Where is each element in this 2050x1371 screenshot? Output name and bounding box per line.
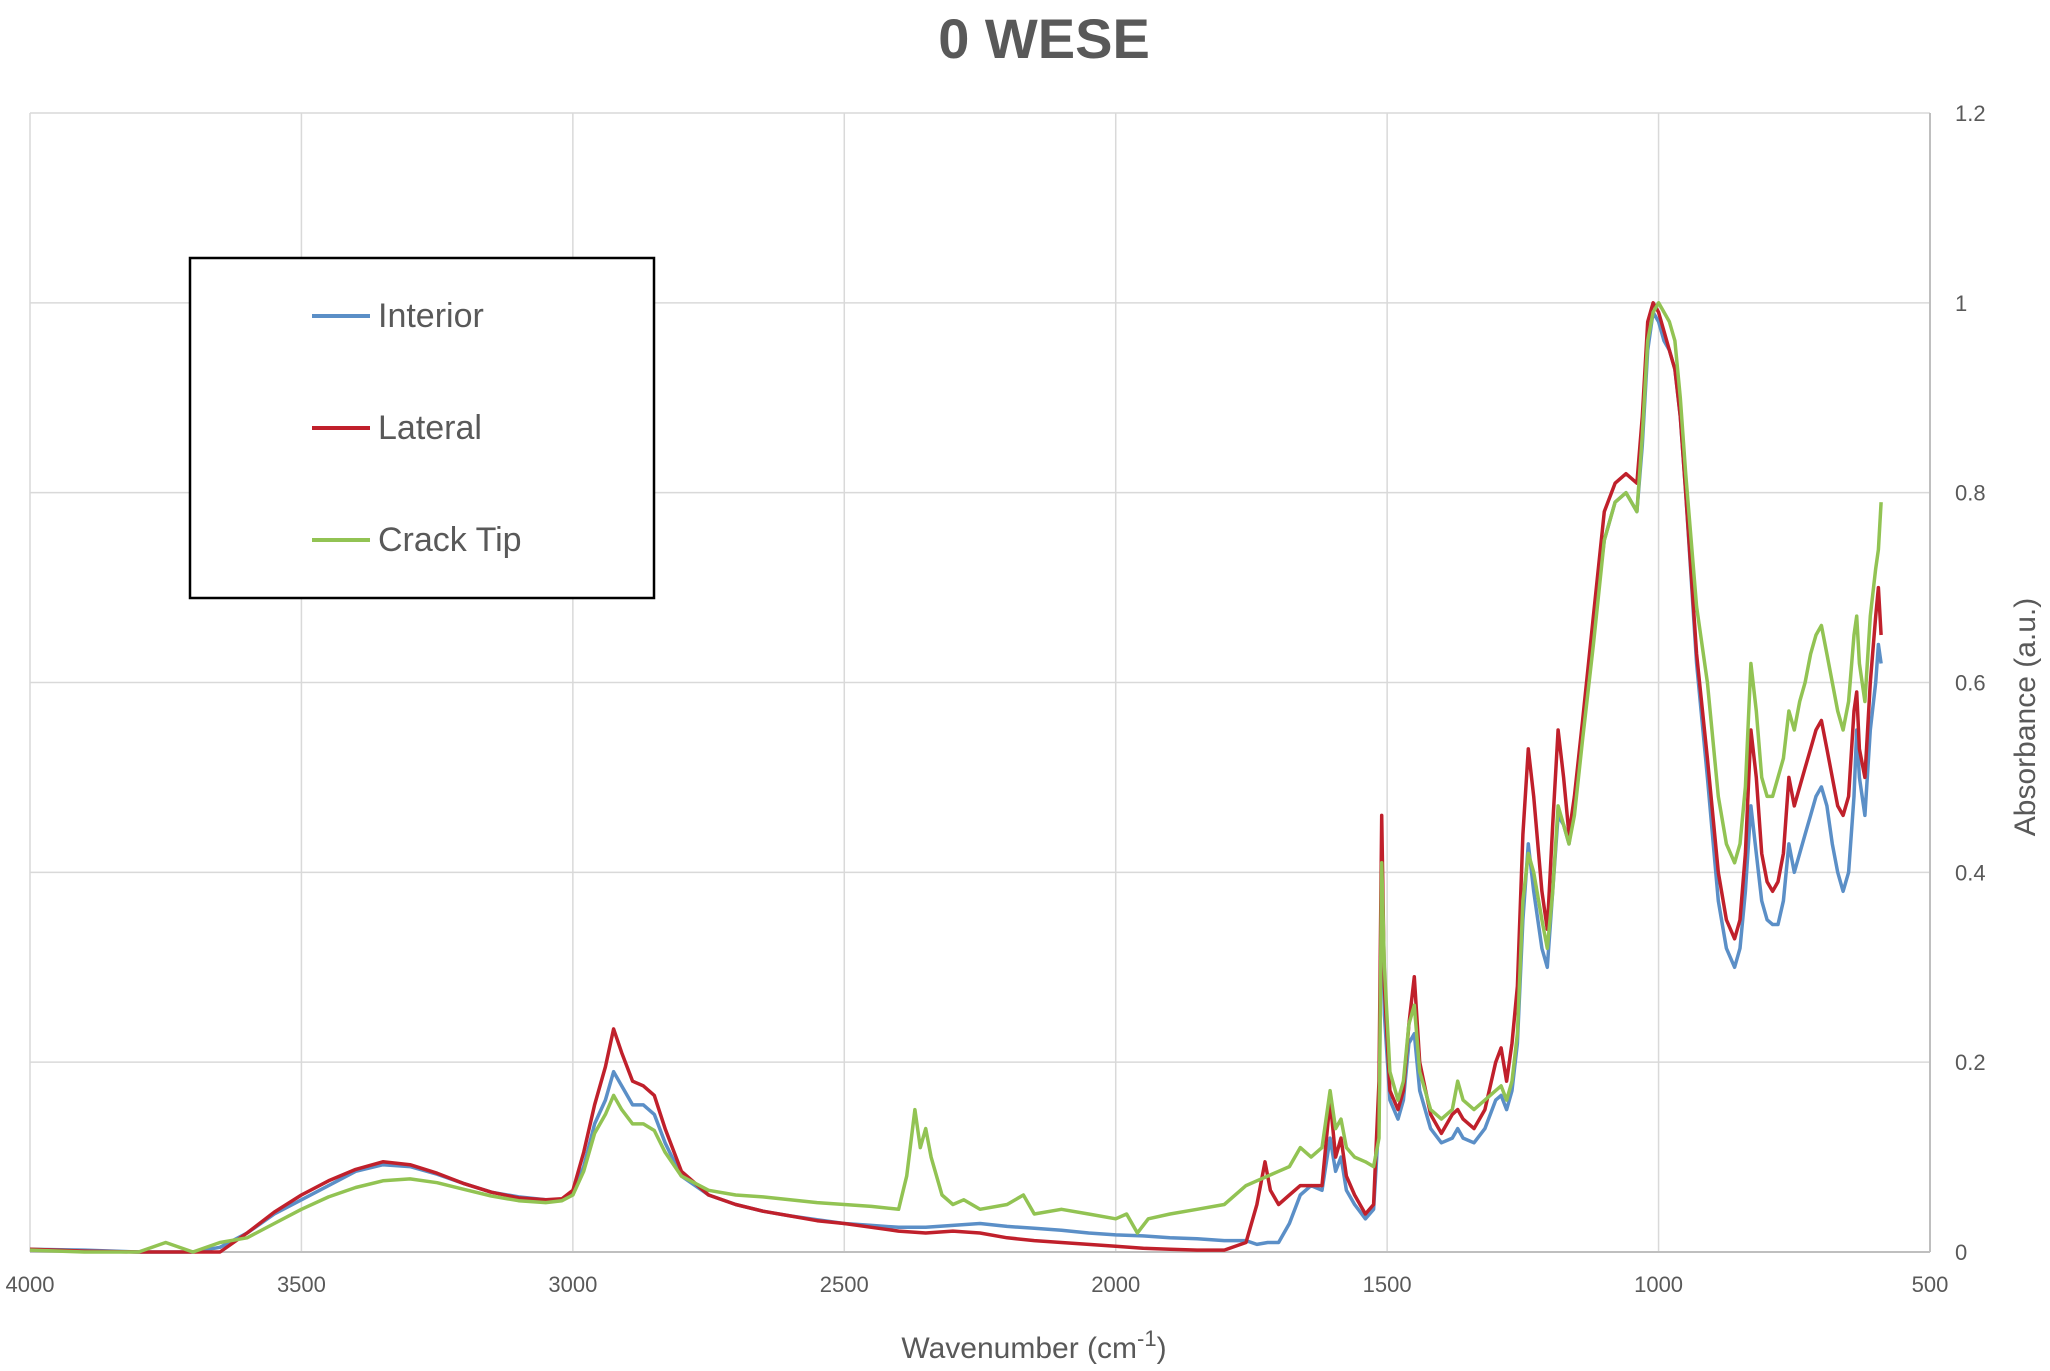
series-line-crack-tip [29, 301, 1883, 1254]
y-tick-label: 0 [1955, 1240, 1967, 1265]
x-tick-label: 3500 [277, 1272, 326, 1297]
x-tick-label: 2500 [820, 1272, 869, 1297]
x-tick-label: 1500 [1363, 1272, 1412, 1297]
legend: Interior Lateral Crack Tip [188, 256, 656, 600]
x-axis-label: Wavenumber (cm-1) [901, 1326, 1166, 1365]
y-tick-label: 1.2 [1955, 101, 1986, 126]
x-tick-label: 1000 [1634, 1272, 1683, 1297]
x-tick-labels: 4000 3500 3000 2500 2000 1500 1000 500 [6, 1272, 1949, 1297]
y-tick-label: 0.6 [1955, 671, 1986, 696]
y-tick-label: 0.2 [1955, 1050, 1986, 1075]
x-tick-label: 2000 [1091, 1272, 1140, 1297]
y-axis-label: Absorbance (a.u.) [2009, 598, 2042, 836]
x-tick-label: 4000 [6, 1272, 55, 1297]
legend-label: Crack Tip [378, 521, 522, 559]
chart-title: 0 WESE [938, 7, 1150, 70]
legend-label: Lateral [378, 409, 482, 447]
x-tick-label: 3000 [548, 1272, 597, 1297]
legend-label: Interior [378, 297, 484, 335]
series-lines [29, 301, 1883, 1254]
y-tick-label: 0.4 [1955, 860, 1986, 885]
series-line-interior [29, 310, 1883, 1254]
y-tick-labels: 0 0.2 0.4 0.6 0.8 1 1.2 [1955, 101, 1986, 1265]
x-tick-label: 500 [1912, 1272, 1949, 1297]
y-tick-label: 1 [1955, 291, 1967, 316]
axes [30, 113, 1931, 1253]
y-tick-label: 0.8 [1955, 481, 1986, 506]
legend-box [188, 256, 656, 600]
series-line-lateral [29, 301, 1883, 1254]
